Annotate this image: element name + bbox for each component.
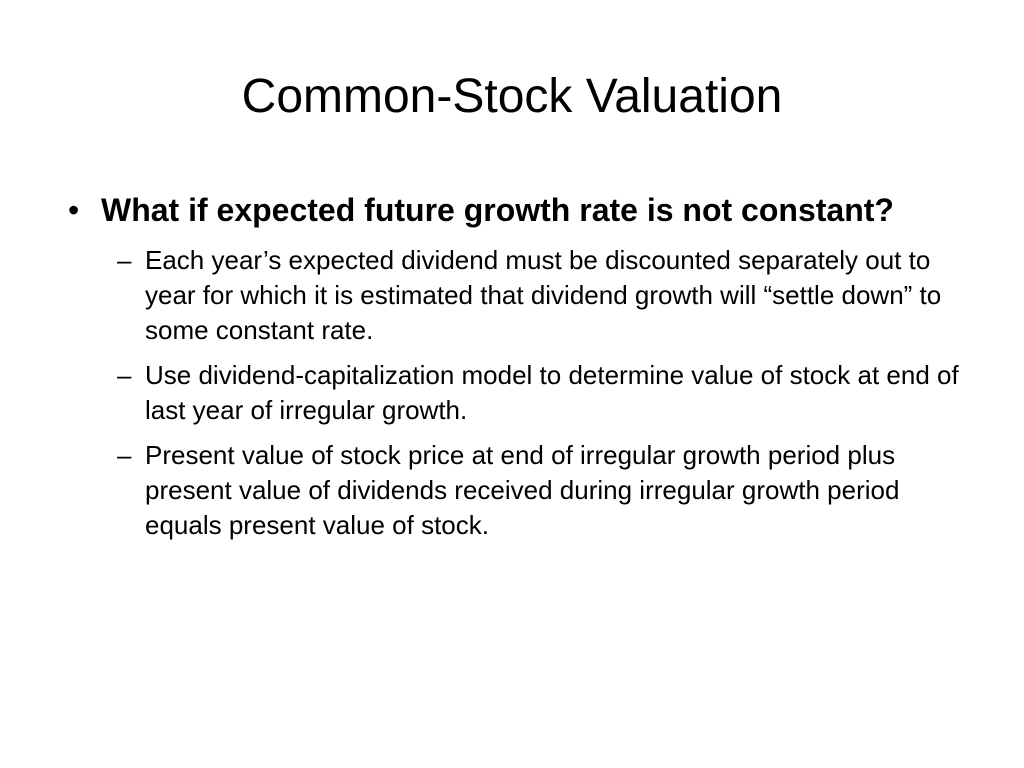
main-bullet-text: What if expected future growth rate is n…	[101, 192, 894, 228]
sub-bullet-point: – Present value of stock price at end of…	[117, 438, 960, 543]
slide-title: Common-Stock Valuation	[241, 70, 783, 123]
sub-bullet-point: – Use dividend-capitalization model to d…	[117, 358, 960, 428]
main-bullet-point: • What if expected future growth rate is…	[68, 188, 959, 543]
dash-icon: –	[117, 245, 132, 275]
sub-bullet-text: Use dividend-capitalization model to det…	[145, 360, 959, 425]
dash-icon: –	[117, 360, 132, 390]
bullet-list: • What if expected future growth rate is…	[0, 188, 1024, 553]
sub-bullet-point: – Each year’s expected dividend must be …	[117, 243, 960, 348]
bullet-icon: •	[68, 192, 80, 228]
sub-bullet-text: Present value of stock price at end of i…	[145, 440, 900, 540]
sub-bullet-list: – Each year’s expected dividend must be …	[101, 243, 959, 543]
dash-icon: –	[117, 440, 132, 470]
sub-bullet-text: Each year’s expected dividend must be di…	[145, 245, 942, 345]
